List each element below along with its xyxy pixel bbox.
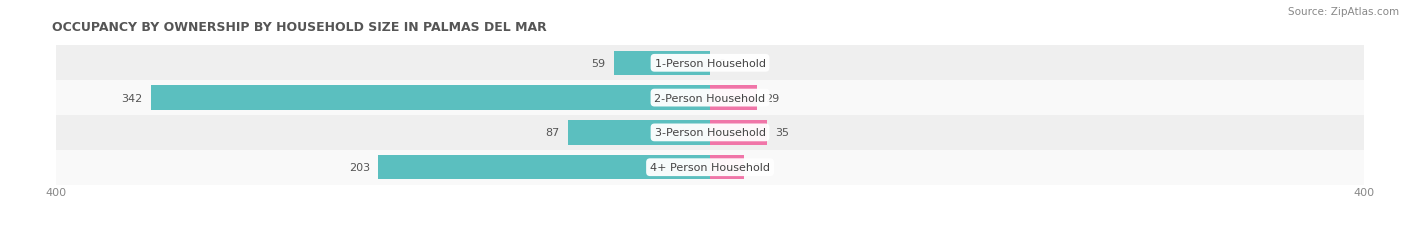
- Bar: [56, 116, 1364, 150]
- Text: OCCUPANCY BY OWNERSHIP BY HOUSEHOLD SIZE IN PALMAS DEL MAR: OCCUPANCY BY OWNERSHIP BY HOUSEHOLD SIZE…: [52, 21, 547, 34]
- Bar: [56, 150, 1364, 185]
- Bar: [710, 155, 744, 180]
- Bar: [150, 86, 710, 110]
- Bar: [56, 46, 1364, 81]
- Bar: [568, 121, 710, 145]
- Bar: [710, 121, 768, 145]
- Text: 87: 87: [546, 128, 560, 138]
- Text: 203: 203: [349, 162, 370, 173]
- Text: 35: 35: [776, 128, 789, 138]
- Text: 59: 59: [592, 58, 606, 69]
- Text: 2-Person Household: 2-Person Household: [654, 93, 766, 103]
- Text: 21: 21: [752, 162, 766, 173]
- Text: 1-Person Household: 1-Person Household: [655, 58, 765, 69]
- Text: 29: 29: [766, 93, 780, 103]
- Text: 3-Person Household: 3-Person Household: [655, 128, 765, 138]
- Bar: [56, 81, 1364, 116]
- Text: 342: 342: [121, 93, 143, 103]
- Text: Source: ZipAtlas.com: Source: ZipAtlas.com: [1288, 7, 1399, 17]
- Bar: [378, 155, 710, 180]
- Text: 0: 0: [718, 58, 725, 69]
- Text: 4+ Person Household: 4+ Person Household: [650, 162, 770, 173]
- Bar: [613, 51, 710, 76]
- Bar: [710, 86, 758, 110]
